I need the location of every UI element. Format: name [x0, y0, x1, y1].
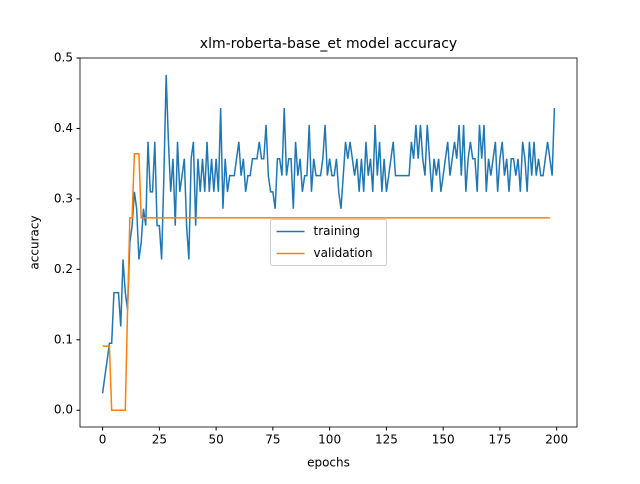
x-tick-label: 25	[152, 433, 167, 447]
y-tick-label: 0.3	[54, 191, 73, 205]
x-tick-label: 150	[432, 433, 455, 447]
x-tick-label: 100	[318, 433, 341, 447]
y-tick-label: 0.5	[54, 51, 73, 65]
y-tick-label: 0.1	[54, 332, 73, 346]
y-tick-label: 0.0	[54, 403, 73, 417]
x-axis-label: epochs	[307, 456, 350, 470]
x-tick-label: 200	[545, 433, 568, 447]
x-tick-label: 0	[99, 433, 107, 447]
x-tick-label: 50	[208, 433, 223, 447]
series-line	[102, 153, 550, 411]
y-tick-label: 0.4	[54, 121, 73, 135]
series-line	[101, 74, 556, 394]
x-tick-label: 125	[375, 433, 398, 447]
legend-label: validation	[314, 246, 373, 260]
y-tick-label: 0.2	[54, 262, 73, 276]
plot-frame	[79, 57, 578, 428]
legend-label: training	[314, 224, 361, 238]
y-axis-label: accuracy	[28, 215, 42, 269]
x-tick-label: 75	[265, 433, 280, 447]
chart-title: xlm-roberta-base_et model accuracy	[200, 36, 457, 52]
x-tick-label: 175	[488, 433, 511, 447]
